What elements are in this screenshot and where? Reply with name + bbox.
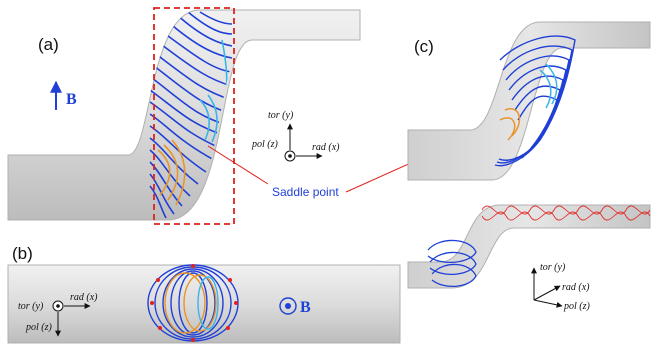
tube-c-bottom (407, 204, 651, 289)
axes-c: tor (y) rad (x) pol (z) (531, 262, 591, 312)
axis-pol-c: pol (z) (563, 301, 591, 312)
field-lines-c-top (494, 35, 576, 167)
field-lines-c-bottom (427, 239, 477, 287)
field-label-a: B (66, 91, 77, 108)
highlight-c-top (499, 63, 558, 141)
field-label-b: B (300, 299, 311, 316)
axis-rad-b: rad (x) (70, 292, 98, 303)
panel-label-c: (c) (414, 37, 434, 56)
axis-tor-c: tor (y) (540, 262, 566, 273)
tube-c-top (407, 21, 651, 181)
saddle-point-label: Saddle point (272, 185, 339, 199)
panel-b: (b) tor (y) rad (x) pol (z) (7, 244, 401, 344)
axis-pol-b: pol (z) (25, 322, 53, 333)
axis-rad-a: rad (x) (312, 142, 340, 153)
panel-label-b: (b) (12, 244, 33, 263)
axes-a: tor (y) pol (z) rad (x) (251, 110, 340, 162)
panel-label-a: (a) (38, 35, 59, 54)
axis-tor-a: tor (y) (268, 110, 294, 121)
axis-tor-b: tor (y) (18, 301, 44, 312)
axis-pol-a: pol (z) (251, 139, 279, 150)
panel-a: (a) B tor (y) pol (z) rad (x) Saddle poi… (7, 7, 499, 225)
region-box-a (153, 7, 235, 225)
saddle-pointer-a (207, 145, 269, 185)
panel-c: (c) (407, 21, 651, 312)
helix-c (481, 205, 651, 221)
field-indicator-b: B (279, 297, 311, 316)
highlight-a (157, 39, 228, 206)
saddle-dots-b (150, 264, 238, 342)
axes-b: tor (y) rad (x) pol (z) (18, 292, 98, 337)
axis-rad-c: rad (x) (562, 282, 590, 293)
